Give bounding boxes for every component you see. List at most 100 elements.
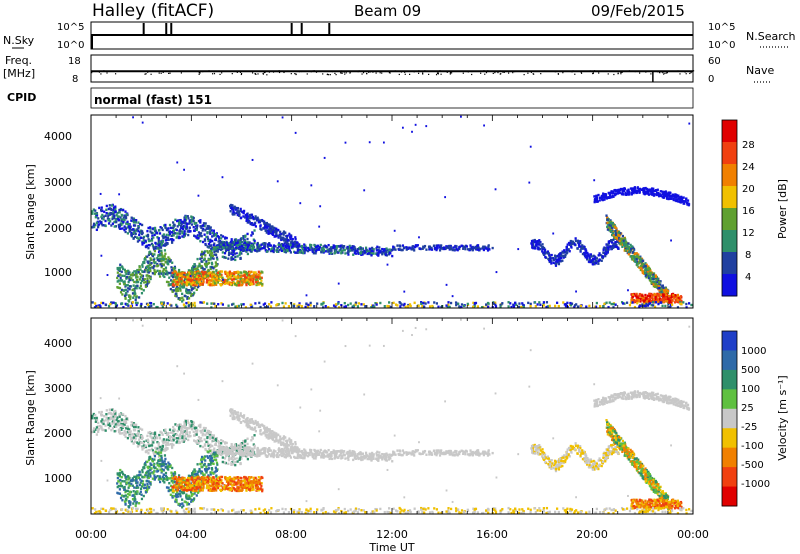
range-gate-cell: [147, 452, 150, 455]
range-gate-cell: [205, 235, 208, 239]
range-gate-cell: [127, 280, 130, 284]
freq-point: [145, 73, 147, 75]
range-gate-cell: [201, 229, 204, 232]
range-gate-cell: [159, 257, 162, 260]
range-gate-cell: [595, 257, 598, 260]
range-gate-cell: [136, 268, 139, 272]
range-gate-cell: [666, 289, 670, 293]
range-gate-cell: [178, 272, 181, 276]
range-gate-cell: [606, 218, 609, 221]
range-gate-cell: [166, 228, 169, 232]
range-gate-cell: [195, 273, 198, 277]
range-gate-cell: [149, 269, 152, 273]
range-gate-cell: [123, 274, 126, 278]
range-gate-cell: [648, 294, 652, 298]
range-gate-cell: [166, 260, 169, 263]
range-gate-cell: [106, 421, 109, 425]
range-gate-cell: [169, 259, 172, 262]
range-gate-cell: [195, 221, 198, 225]
range-gate-cell: [679, 302, 682, 305]
range-gate-cell: [105, 204, 108, 208]
range-gate-cell: [665, 293, 668, 297]
range-gate-cell: [660, 288, 663, 291]
range-gate-cell: [477, 246, 480, 250]
range-gate-cell: [100, 215, 103, 219]
range-gate-cell: [190, 288, 193, 292]
range-gate-cell: [137, 426, 140, 429]
range-gate-cell: [153, 264, 156, 268]
range-gate-cell: [638, 190, 641, 193]
range-gate-cell: [138, 268, 141, 271]
range-gate-cell: [246, 241, 249, 244]
range-gate-cell: [214, 274, 217, 278]
range-gate-cell: [542, 304, 545, 307]
range-gate-cell: [181, 292, 184, 296]
range-gate-cell: [357, 252, 360, 255]
range-gate-cell: [654, 305, 657, 309]
range-gate-cell: [109, 211, 113, 215]
range-gate-cell: [656, 298, 659, 301]
range-gate-cell: [460, 244, 463, 247]
range-gate-cell: [535, 242, 538, 245]
range-gate-cell: [481, 306, 484, 309]
range-gate-cell: [167, 258, 170, 262]
range-gate-cell: [443, 246, 446, 249]
range-gate-cell: [375, 302, 378, 305]
range-gate-cell: [668, 191, 671, 194]
freq-point: [602, 70, 605, 72]
range-gate-cell: [199, 444, 202, 448]
range-gate-cell: [198, 274, 201, 277]
noise-left-tick-bottom: 10^0: [57, 40, 84, 51]
range-gate-cell: [110, 408, 114, 412]
range-gate-cell: [208, 231, 212, 234]
range-gate-cell: [410, 248, 414, 251]
range-gate-cell: [328, 252, 331, 255]
range-gate-cell: [258, 275, 261, 278]
range-gate-cell: [196, 257, 199, 261]
range-gate-cell: [547, 252, 550, 255]
range-gate-cell: [588, 258, 591, 262]
range-gate-cell: [635, 257, 638, 261]
freq-point: [268, 71, 271, 73]
range-gate-cell: [192, 225, 195, 229]
range-gate-cell: [637, 189, 640, 193]
range-gate-cell: [140, 274, 143, 277]
freq-point: [302, 70, 305, 72]
range-gate-cell: [229, 204, 232, 208]
range-gate-cell: [124, 288, 127, 292]
range-gate-cell: [120, 302, 124, 305]
range-gate-cell: [139, 275, 142, 279]
cpid-value: normal (fast) 151: [94, 93, 212, 107]
range-gate-cell: [681, 197, 684, 200]
range-gate-cell: [212, 234, 216, 237]
range-gate-cell: [162, 301, 165, 304]
range-gate-cell: [559, 260, 563, 263]
range-gate-cell: [655, 193, 658, 197]
range-gate-cell: [612, 243, 615, 246]
range-gate-cell: [522, 305, 526, 309]
range-gate-cell: [294, 131, 297, 134]
range-gate-cell: [668, 197, 671, 200]
range-gate-cell: [316, 248, 319, 251]
range-gate-cell: [372, 248, 375, 251]
freq-point: [334, 72, 336, 74]
range-gate-cell: [100, 206, 103, 209]
range-gate-cell: [92, 208, 95, 211]
freq-point: [507, 72, 510, 74]
range-gate-cell: [474, 245, 477, 249]
range-gate-cell: [278, 248, 281, 252]
freq-point: [106, 72, 108, 74]
range-gate-cell: [300, 244, 304, 248]
range-gate-cell: [249, 248, 253, 251]
range-gate-cell: [269, 225, 272, 228]
range-gate-cell: [236, 206, 240, 210]
range-gate-cell: [261, 247, 264, 250]
range-gate-cell: [148, 301, 151, 305]
range-gate-cell: [298, 248, 302, 252]
range-gate-cell: [148, 263, 151, 267]
range-gate-cell: [629, 243, 632, 247]
range-gate-cell: [663, 193, 666, 196]
range-gate-cell: [362, 303, 365, 306]
range-gate-cell: [663, 289, 666, 293]
range-gate-cell: [173, 232, 176, 235]
